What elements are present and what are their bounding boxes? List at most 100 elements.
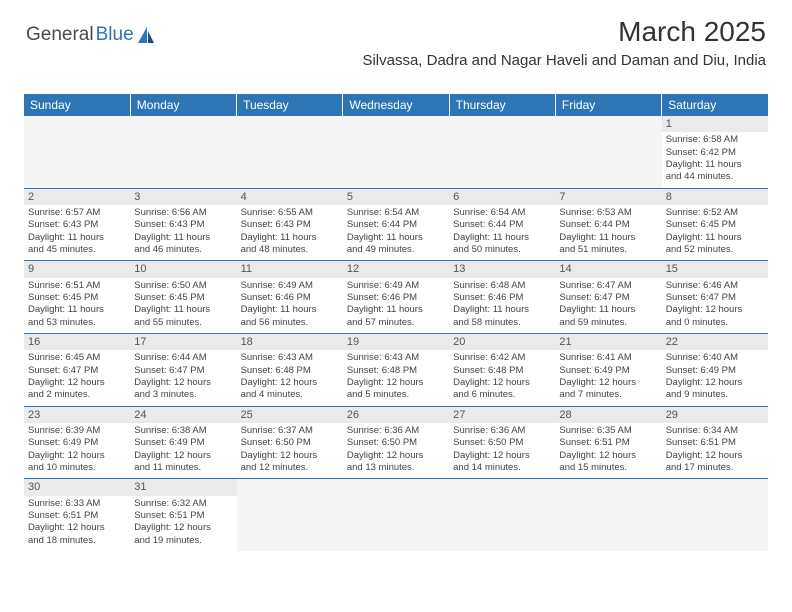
calendar-day-cell	[662, 479, 768, 551]
sunset-text: Sunset: 6:51 PM	[559, 437, 657, 449]
calendar-day-cell: 31Sunrise: 6:32 AMSunset: 6:51 PMDayligh…	[130, 479, 236, 551]
sunset-text: Sunset: 6:51 PM	[28, 510, 126, 522]
daylight-text: Daylight: 12 hours	[666, 450, 764, 462]
day-number: 2	[24, 189, 130, 205]
day-number: 11	[237, 261, 343, 277]
calendar-day-cell: 25Sunrise: 6:37 AMSunset: 6:50 PMDayligh…	[237, 406, 343, 479]
day-number: 29	[662, 407, 768, 423]
daylight-text: and 18 minutes.	[28, 535, 126, 547]
sunrise-text: Sunrise: 6:54 AM	[453, 207, 551, 219]
calendar-day-cell: 9Sunrise: 6:51 AMSunset: 6:45 PMDaylight…	[24, 261, 130, 334]
daylight-text: and 12 minutes.	[241, 462, 339, 474]
sunset-text: Sunset: 6:49 PM	[559, 365, 657, 377]
daylight-text: Daylight: 12 hours	[241, 377, 339, 389]
sunset-text: Sunset: 6:47 PM	[134, 365, 232, 377]
sunrise-text: Sunrise: 6:48 AM	[453, 280, 551, 292]
sunset-text: Sunset: 6:46 PM	[453, 292, 551, 304]
calendar-day-cell: 18Sunrise: 6:43 AMSunset: 6:48 PMDayligh…	[237, 334, 343, 407]
sunset-text: Sunset: 6:45 PM	[666, 219, 764, 231]
calendar-day-cell	[555, 116, 661, 188]
daylight-text: and 3 minutes.	[134, 389, 232, 401]
day-number: 31	[130, 479, 236, 495]
sunrise-text: Sunrise: 6:53 AM	[559, 207, 657, 219]
day-number: 13	[449, 261, 555, 277]
day-number: 24	[130, 407, 236, 423]
day-number: 10	[130, 261, 236, 277]
sunset-text: Sunset: 6:49 PM	[666, 365, 764, 377]
calendar-day-cell	[237, 479, 343, 551]
sunrise-text: Sunrise: 6:45 AM	[28, 352, 126, 364]
calendar-day-cell: 15Sunrise: 6:46 AMSunset: 6:47 PMDayligh…	[662, 261, 768, 334]
day-number: 23	[24, 407, 130, 423]
daylight-text: Daylight: 11 hours	[28, 304, 126, 316]
weekday-header: Tuesday	[237, 94, 343, 116]
day-number: 19	[343, 334, 449, 350]
sunrise-text: Sunrise: 6:43 AM	[347, 352, 445, 364]
daylight-text: and 11 minutes.	[134, 462, 232, 474]
weekday-header: Friday	[555, 94, 661, 116]
calendar-day-cell: 7Sunrise: 6:53 AMSunset: 6:44 PMDaylight…	[555, 188, 661, 261]
daylight-text: and 45 minutes.	[28, 244, 126, 256]
daylight-text: Daylight: 11 hours	[241, 304, 339, 316]
sunrise-text: Sunrise: 6:40 AM	[666, 352, 764, 364]
daylight-text: Daylight: 11 hours	[666, 232, 764, 244]
daylight-text: and 58 minutes.	[453, 317, 551, 329]
day-number: 18	[237, 334, 343, 350]
daylight-text: Daylight: 11 hours	[28, 232, 126, 244]
sunset-text: Sunset: 6:50 PM	[453, 437, 551, 449]
sunset-text: Sunset: 6:46 PM	[347, 292, 445, 304]
daylight-text: Daylight: 12 hours	[347, 450, 445, 462]
calendar-day-cell	[343, 479, 449, 551]
calendar-week-row: 9Sunrise: 6:51 AMSunset: 6:45 PMDaylight…	[24, 261, 768, 334]
daylight-text: and 19 minutes.	[134, 535, 232, 547]
calendar-day-cell	[449, 116, 555, 188]
calendar-week-row: 23Sunrise: 6:39 AMSunset: 6:49 PMDayligh…	[24, 406, 768, 479]
sunset-text: Sunset: 6:43 PM	[134, 219, 232, 231]
page-title: March 2025	[362, 16, 766, 48]
day-number: 3	[130, 189, 236, 205]
sunset-text: Sunset: 6:45 PM	[134, 292, 232, 304]
sunrise-text: Sunrise: 6:57 AM	[28, 207, 126, 219]
daylight-text: and 15 minutes.	[559, 462, 657, 474]
sunset-text: Sunset: 6:46 PM	[241, 292, 339, 304]
sunset-text: Sunset: 6:44 PM	[559, 219, 657, 231]
sunrise-text: Sunrise: 6:42 AM	[453, 352, 551, 364]
daylight-text: Daylight: 12 hours	[453, 377, 551, 389]
sunrise-text: Sunrise: 6:41 AM	[559, 352, 657, 364]
calendar-day-cell	[24, 116, 130, 188]
daylight-text: Daylight: 12 hours	[134, 377, 232, 389]
day-number: 12	[343, 261, 449, 277]
logo-sail-icon	[137, 26, 157, 44]
day-number: 14	[555, 261, 661, 277]
calendar-day-cell: 13Sunrise: 6:48 AMSunset: 6:46 PMDayligh…	[449, 261, 555, 334]
calendar-day-cell: 14Sunrise: 6:47 AMSunset: 6:47 PMDayligh…	[555, 261, 661, 334]
calendar-day-cell: 28Sunrise: 6:35 AMSunset: 6:51 PMDayligh…	[555, 406, 661, 479]
sunrise-text: Sunrise: 6:32 AM	[134, 498, 232, 510]
logo-text-2: Blue	[96, 24, 134, 46]
calendar-day-cell	[130, 116, 236, 188]
weekday-header: Monday	[130, 94, 236, 116]
day-number: 17	[130, 334, 236, 350]
sunrise-text: Sunrise: 6:47 AM	[559, 280, 657, 292]
calendar-day-cell: 24Sunrise: 6:38 AMSunset: 6:49 PMDayligh…	[130, 406, 236, 479]
daylight-text: Daylight: 12 hours	[347, 377, 445, 389]
daylight-text: and 49 minutes.	[347, 244, 445, 256]
daylight-text: Daylight: 12 hours	[559, 377, 657, 389]
sunset-text: Sunset: 6:47 PM	[559, 292, 657, 304]
day-number: 15	[662, 261, 768, 277]
calendar-day-cell: 29Sunrise: 6:34 AMSunset: 6:51 PMDayligh…	[662, 406, 768, 479]
daylight-text: and 5 minutes.	[347, 389, 445, 401]
daylight-text: Daylight: 11 hours	[666, 159, 764, 171]
daylight-text: and 13 minutes.	[347, 462, 445, 474]
day-number: 16	[24, 334, 130, 350]
weekday-header: Saturday	[662, 94, 768, 116]
sunset-text: Sunset: 6:43 PM	[28, 219, 126, 231]
daylight-text: and 48 minutes.	[241, 244, 339, 256]
calendar-week-row: 16Sunrise: 6:45 AMSunset: 6:47 PMDayligh…	[24, 334, 768, 407]
sunset-text: Sunset: 6:42 PM	[666, 147, 764, 159]
daylight-text: Daylight: 12 hours	[559, 450, 657, 462]
day-number: 27	[449, 407, 555, 423]
calendar-day-cell	[449, 479, 555, 551]
sunrise-text: Sunrise: 6:34 AM	[666, 425, 764, 437]
daylight-text: and 55 minutes.	[134, 317, 232, 329]
